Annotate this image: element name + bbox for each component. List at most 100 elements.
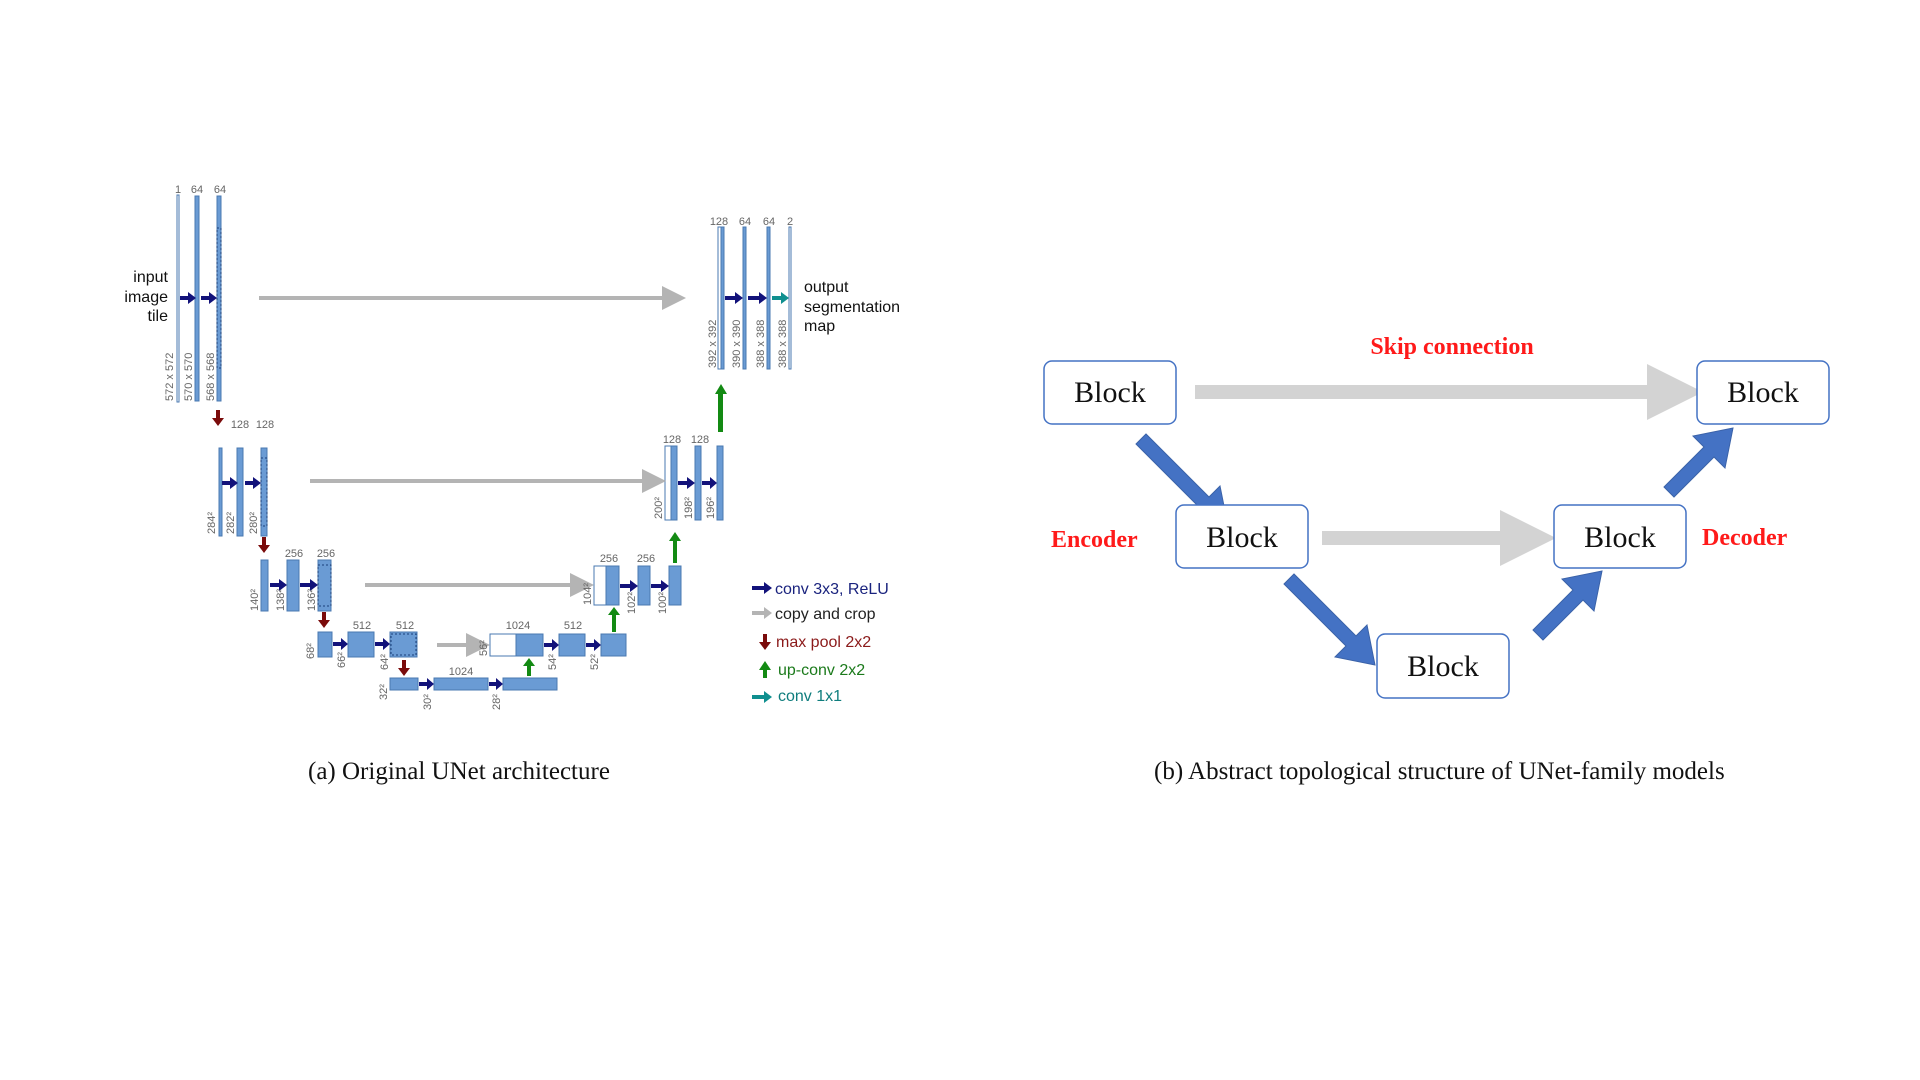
- feature-map: [742, 226, 747, 370]
- feature-map: [502, 677, 558, 691]
- legend: conv 3x3, ReLU copy and crop max pool 2x…: [752, 581, 889, 705]
- encoder-arrow: [1283, 573, 1376, 666]
- channel-label: 64: [191, 184, 203, 196]
- feature-map: [605, 565, 620, 606]
- output-label: output: [804, 279, 849, 296]
- feature-map: [216, 195, 222, 402]
- conv1x1-arrow: [772, 292, 789, 304]
- input-label: tile: [148, 308, 169, 325]
- upconv-arrow: [669, 532, 681, 563]
- legend-label: conv 3x3, ReLU: [775, 581, 889, 598]
- upconv-arrow: [715, 384, 727, 432]
- maxpool-arrow: [318, 612, 330, 628]
- cropped-feature-map: [260, 457, 268, 527]
- unet-architecture-diagram: 1 64 64 128 128 256 256 512 512 1024 102…: [124, 184, 900, 710]
- channel-label: 1024: [449, 666, 473, 678]
- feature-map: [668, 565, 682, 606]
- block-encoder-1: [1043, 360, 1177, 425]
- channel-label: 256: [637, 553, 655, 565]
- block-label: Block: [1407, 650, 1479, 683]
- size-label: 104²: [582, 583, 594, 605]
- channel-label: 64: [739, 216, 751, 228]
- conv-arrow: [544, 639, 559, 651]
- size-label: 138²: [275, 589, 287, 611]
- channel-label: 1: [175, 184, 181, 196]
- size-label: 56²: [478, 640, 490, 656]
- feature-map: [389, 631, 418, 658]
- size-label: 572 x 572: [164, 353, 176, 401]
- conv-arrow: [651, 580, 669, 592]
- size-label: 52²: [589, 654, 601, 670]
- conv-arrow: [333, 638, 348, 650]
- size-label: 32²: [378, 684, 390, 700]
- abstract-unet-topology: Block Block Block Block Block Skip conne…: [1043, 334, 1830, 699]
- channel-label: 64: [763, 216, 775, 228]
- feature-map: [600, 633, 627, 657]
- size-label: 28²: [491, 694, 503, 710]
- size-label: 392 x 392: [707, 320, 719, 368]
- block-label: Block: [1206, 521, 1278, 554]
- channel-label: 256: [317, 548, 335, 560]
- feature-map: [389, 677, 419, 691]
- input-label: input: [133, 269, 168, 286]
- size-label: 388 x 388: [755, 320, 767, 368]
- caption-b: (b) Abstract topological structure of UN…: [1154, 758, 1725, 785]
- feature-map: [347, 631, 375, 658]
- feature-map: [260, 559, 269, 612]
- arrow-right-icon: [752, 691, 772, 703]
- legend-label: up-conv 2x2: [778, 662, 865, 679]
- upconv-arrow: [608, 607, 620, 632]
- output-label: map: [804, 318, 835, 335]
- block-decoder-1: [1696, 360, 1830, 425]
- feature-map: [317, 631, 333, 658]
- size-label: 140²: [249, 589, 261, 611]
- arrow-right-icon: [752, 582, 772, 594]
- copied-feature-map: [664, 445, 672, 521]
- legend-label: max pool 2x2: [776, 634, 871, 651]
- copied-feature-map: [593, 565, 607, 606]
- feature-map: [694, 445, 702, 521]
- conv-arrow: [245, 477, 261, 489]
- block-label: Block: [1074, 376, 1146, 409]
- size-label: 64²: [379, 654, 391, 670]
- feature-map: [716, 445, 724, 521]
- conv-arrow: [620, 580, 638, 592]
- feature-map: [766, 226, 771, 370]
- size-label: 388 x 388: [777, 320, 789, 368]
- caption-a: (a) Original UNet architecture: [308, 758, 610, 785]
- size-label: 100²: [657, 592, 669, 614]
- conv-arrow: [180, 292, 196, 304]
- block-decoder-2: [1553, 504, 1687, 569]
- block-bottleneck: [1376, 633, 1510, 699]
- feature-map: [433, 677, 489, 691]
- copied-feature-map: [489, 633, 517, 657]
- feature-map: [194, 195, 200, 402]
- size-label: 200²: [653, 497, 665, 519]
- channel-label: 128: [663, 434, 681, 446]
- size-label: 390 x 390: [731, 320, 743, 368]
- feature-map: [515, 633, 544, 657]
- legend-label: conv 1x1: [778, 688, 842, 705]
- arrow-down-icon: [759, 634, 771, 650]
- decoder-arrow: [1663, 427, 1734, 498]
- maxpool-arrow: [212, 410, 224, 426]
- feature-map: [317, 559, 332, 612]
- block-encoder-2: [1175, 504, 1309, 569]
- upconv-arrows: [523, 384, 727, 676]
- block-label: Block: [1584, 521, 1656, 554]
- decoder-arrow: [1532, 570, 1603, 641]
- conv-arrow: [748, 292, 767, 304]
- channel-label: 256: [285, 548, 303, 560]
- feature-map: [236, 447, 244, 537]
- upconv-arrow: [523, 658, 535, 676]
- encoder-label: Encoder: [1051, 527, 1138, 553]
- legend-label: copy and crop: [775, 606, 876, 623]
- channel-label: 128: [256, 419, 274, 431]
- size-label: 568 x 568: [205, 353, 217, 401]
- feature-map: [637, 565, 651, 606]
- conv-arrows: [180, 292, 767, 690]
- conv-arrow: [300, 579, 318, 591]
- feature-map: [558, 633, 586, 657]
- copy-crop-arrows: [259, 286, 686, 657]
